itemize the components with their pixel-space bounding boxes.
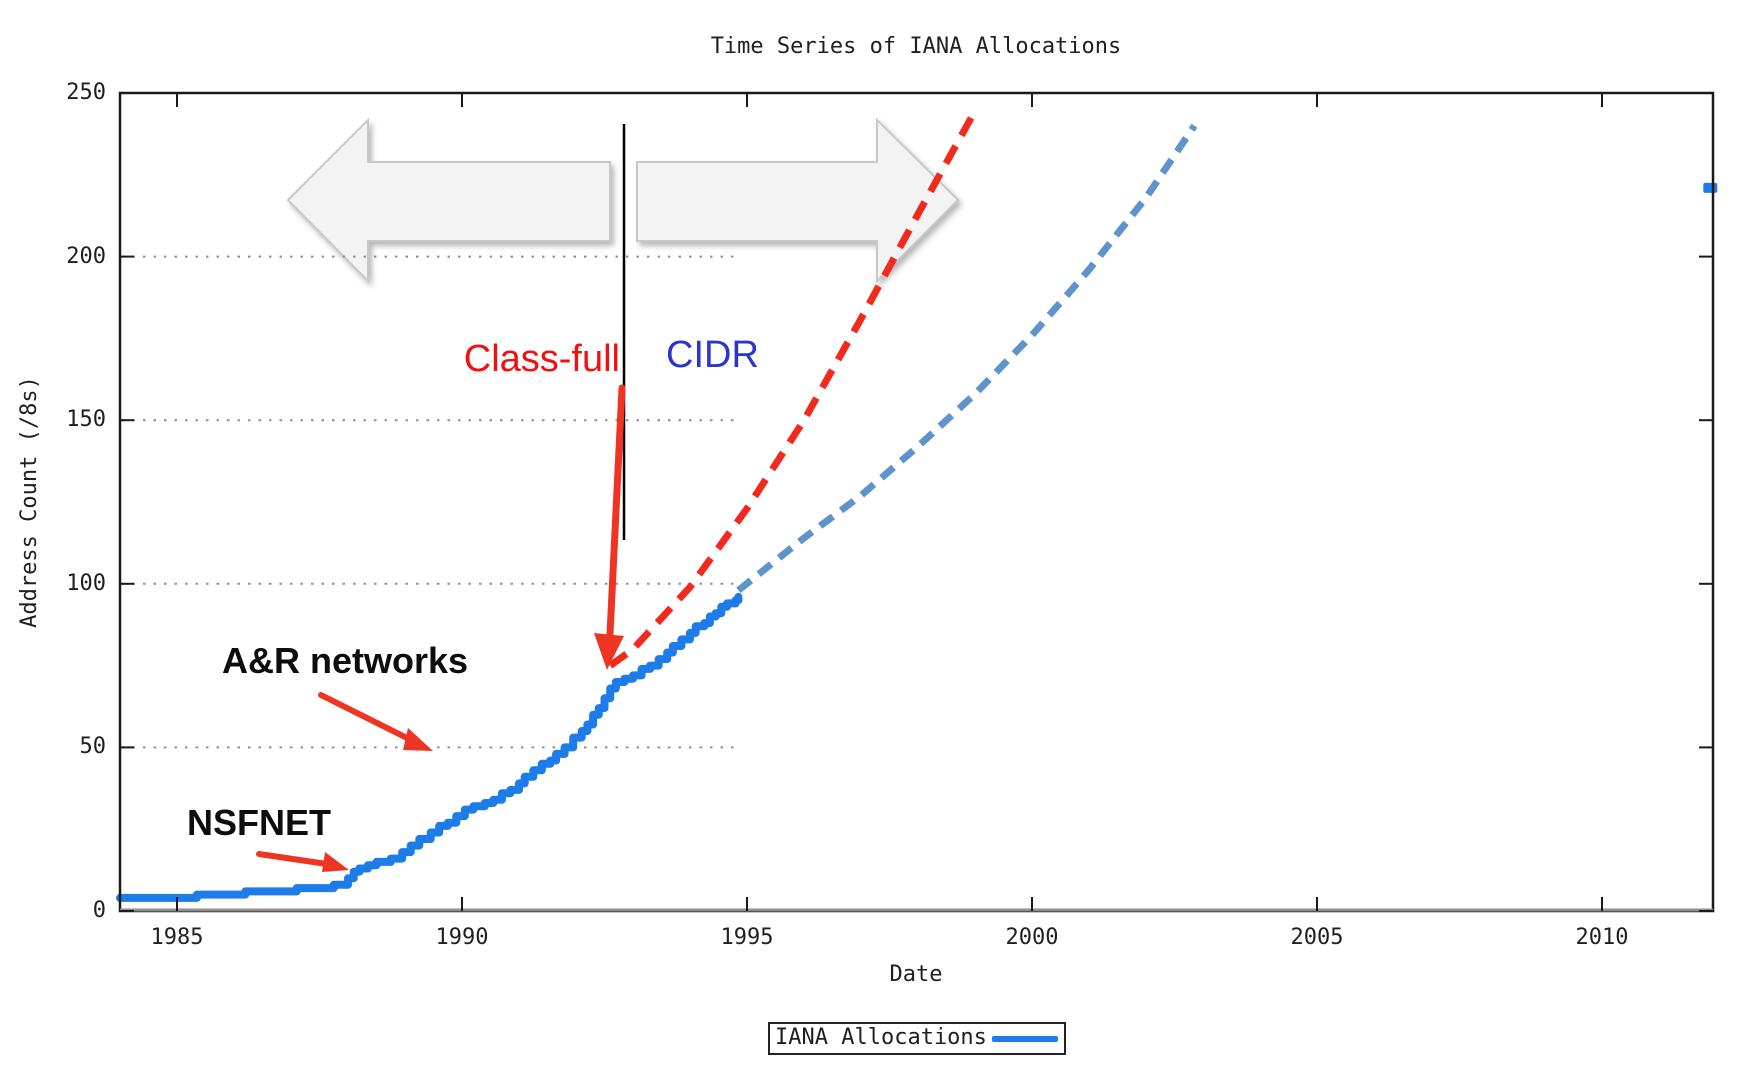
y-tick-label-100: 100 xyxy=(66,570,106,596)
cidr-projection-dashed-line xyxy=(736,123,1198,594)
x-tick-label-2000: 2000 xyxy=(1005,925,1059,950)
nsfnet-pointer-arrow-icon xyxy=(256,851,330,867)
nsfnet-pointer-arrowhead-icon xyxy=(322,852,349,872)
nsfnet-annotation-label: NSFNET xyxy=(187,802,331,843)
ar-networks-pointer-arrowhead-icon xyxy=(403,728,433,751)
y-tick-label-200: 200 xyxy=(66,243,106,269)
x-tick-label-2010: 2010 xyxy=(1575,925,1629,950)
y-tick-label-0: 0 xyxy=(92,898,106,923)
classfull-annotation-label: Class-full xyxy=(463,338,620,380)
ar-networks-annotation-label: A&R networks xyxy=(222,640,469,681)
classfull-projection-dashed-line xyxy=(608,114,976,669)
y-tick-label-50: 50 xyxy=(79,734,107,760)
x-tick-label-1990: 1990 xyxy=(435,925,489,950)
cidr-annotation-label: CIDR xyxy=(666,334,759,376)
chart-title: Time Series of IANA Allocations xyxy=(710,34,1122,59)
y-axis-label: Address Count (/8s) xyxy=(17,376,42,628)
latest-allocation-marker xyxy=(1703,182,1718,193)
left-era-block-arrow-icon xyxy=(286,117,611,284)
y-tick-label-150: 150 xyxy=(66,407,106,433)
legend-line-sample-icon xyxy=(992,1036,1058,1042)
classfull-pointer-arrow-icon xyxy=(606,384,626,638)
x-tick-label-1995: 1995 xyxy=(720,925,774,950)
y-tick-label-250: 250 xyxy=(66,80,106,105)
legend-box: IANA Allocations xyxy=(768,1022,1066,1055)
x-tick-label-2005: 2005 xyxy=(1290,925,1344,950)
plot-frame xyxy=(118,91,1715,913)
ar-networks-pointer-arrow-icon xyxy=(318,692,414,743)
legend-series-label: IANA Allocations xyxy=(775,1025,987,1050)
x-axis-label: Date xyxy=(889,962,943,987)
tick-marks-layer xyxy=(120,92,1713,912)
x-tick-label-1985: 1985 xyxy=(150,925,204,950)
iana-allocations-step-line xyxy=(116,592,743,902)
classfull-pointer-arrowhead-icon xyxy=(594,633,624,670)
annotation-arrows-layer xyxy=(256,384,626,872)
right-era-block-arrow-icon xyxy=(636,117,960,284)
